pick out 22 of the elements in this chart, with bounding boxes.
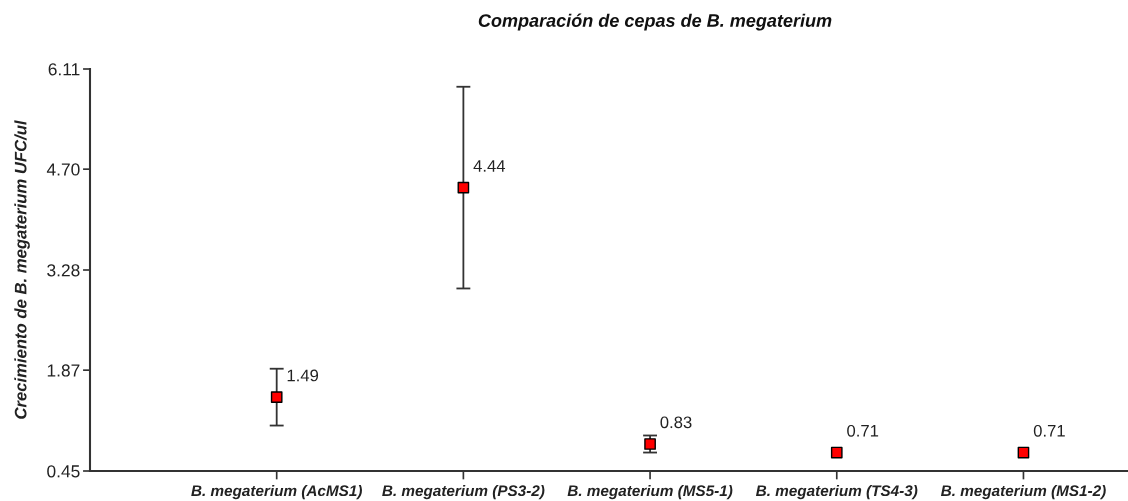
point: [270, 391, 283, 403]
point: [830, 446, 843, 459]
x-tick-label: B. megaterium (MS5-1): [567, 484, 733, 500]
y-tick-label: 4.70: [46, 163, 80, 176]
point: [1017, 446, 1030, 459]
x-tick-label: B. megaterium (AcMS1): [191, 484, 362, 500]
y-axis-title: Crecimiento de B. megaterium UFC/ul: [14, 120, 30, 419]
y-tick-label: 3.28: [47, 264, 80, 277]
x-tick-label: B. megaterium (PS3-2): [382, 484, 545, 500]
data-label: 0.71: [847, 424, 879, 437]
y-tick-label: 0.45: [47, 465, 80, 478]
data-label: 0.71: [1033, 424, 1065, 437]
x-tick-label: B. megaterium (MS1-2): [940, 484, 1106, 500]
point: [457, 181, 470, 194]
y-tick-label: 1.87: [47, 364, 80, 377]
data-label: 1.49: [287, 369, 319, 382]
data-label: 0.83: [660, 416, 692, 429]
point: [644, 438, 656, 450]
chart-title: Comparación de cepas de B. megaterium: [478, 13, 832, 31]
x-tick-label: B. megaterium (TS4-3): [755, 484, 918, 500]
y-tick-label: 6.11: [48, 63, 80, 76]
data-label: 4.44: [473, 160, 506, 172]
